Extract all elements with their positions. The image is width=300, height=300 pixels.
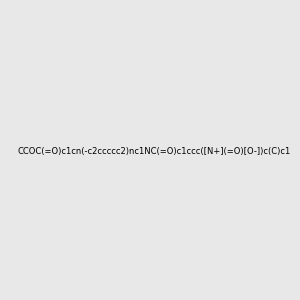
Text: CCOC(=O)c1cn(-c2ccccc2)nc1NC(=O)c1ccc([N+](=O)[O-])c(C)c1: CCOC(=O)c1cn(-c2ccccc2)nc1NC(=O)c1ccc([N… [17,147,290,156]
